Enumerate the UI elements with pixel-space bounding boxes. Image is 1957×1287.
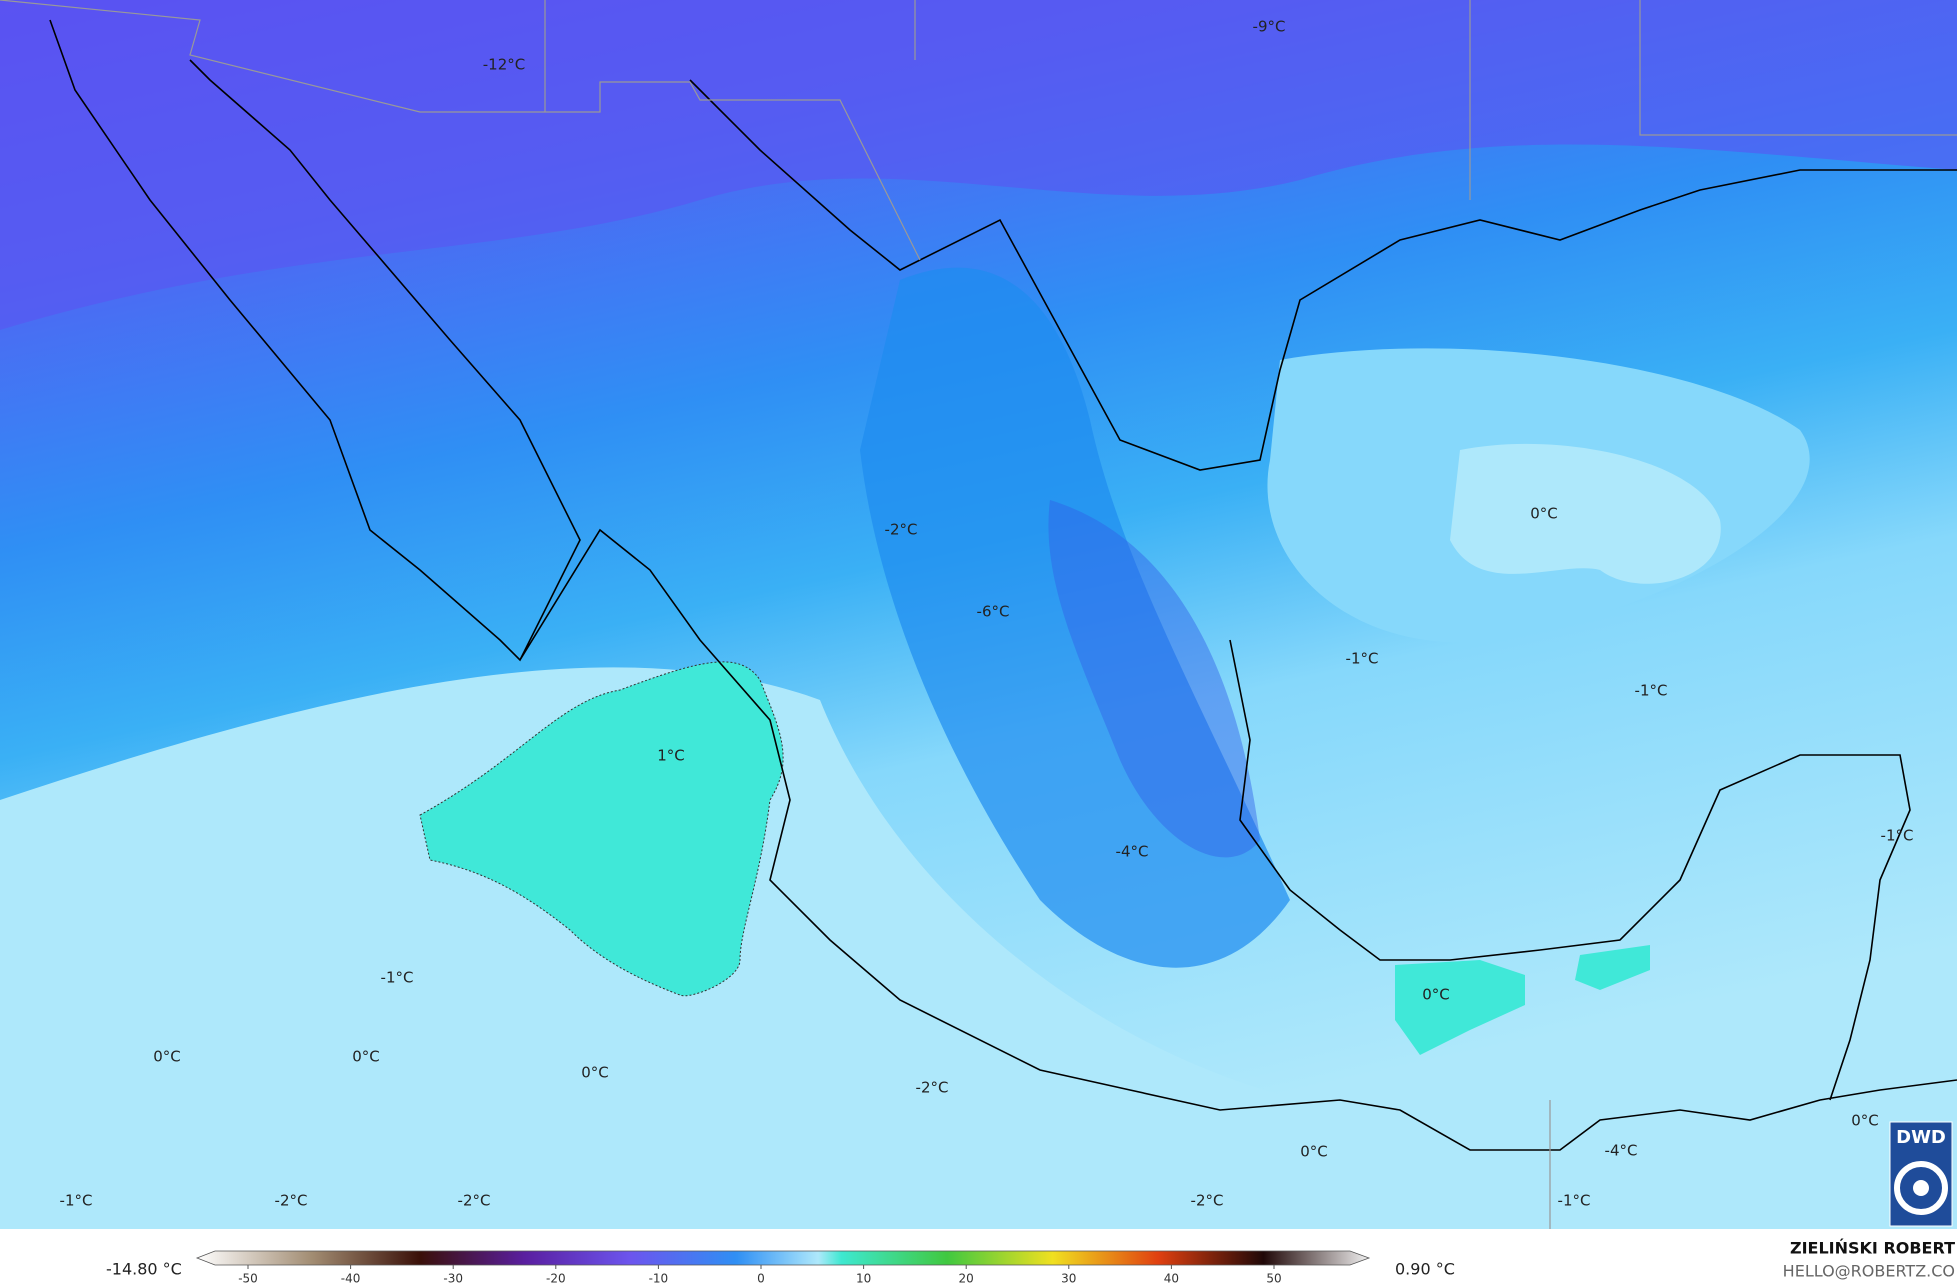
logo-text: DWD — [1896, 1127, 1946, 1148]
temperature-label: -2°C — [458, 1192, 491, 1210]
temperature-label: -6°C — [977, 603, 1010, 621]
gulf-warm-patch — [1450, 443, 1721, 584]
colorbar-tick-label: -50 — [238, 1272, 258, 1286]
temperature-label: 1°C — [657, 747, 685, 765]
temperature-label: -2°C — [916, 1079, 949, 1097]
temperature-label: 0°C — [153, 1048, 181, 1066]
temperature-label: -1°C — [1635, 682, 1668, 700]
colorbar — [195, 1250, 1371, 1266]
logo-swirl-core — [1913, 1180, 1929, 1196]
logo-swirl — [1894, 1161, 1948, 1215]
temperature-label: -1°C — [60, 1192, 93, 1210]
credit-author: ZIELIŃSKI ROBERT — [1790, 1239, 1955, 1258]
highland-core — [1048, 500, 1260, 858]
temperature-label: -1°C — [1881, 827, 1914, 845]
temperature-label: -4°C — [1116, 843, 1149, 861]
temperature-label: -1°C — [1346, 650, 1379, 668]
temperature-label: 0°C — [1851, 1112, 1879, 1130]
temperature-label: 0°C — [1530, 505, 1558, 523]
temperature-label: -2°C — [1191, 1192, 1224, 1210]
colorbar-max-label: 0.90 °C — [1395, 1260, 1455, 1279]
colorbar-min-label: -14.80 °C — [106, 1260, 182, 1279]
warm-patch-yucatan — [1575, 945, 1650, 990]
temperature-label: 0°C — [581, 1064, 609, 1082]
coastline — [49, 19, 1957, 1151]
temperature-label: -2°C — [885, 521, 918, 539]
borders — [0, 0, 1957, 1229]
temperature-label: -1°C — [381, 969, 414, 987]
temperature-label: 0°C — [1422, 986, 1450, 1004]
colorbar-tick-label: -20 — [546, 1272, 566, 1286]
cold-region — [0, 0, 1957, 330]
colorbar-tick-label: 20 — [959, 1272, 974, 1286]
warm-patch-pacific — [419, 661, 784, 997]
colorbar-ticks: -50 -40 -30 -20 -10 0 10 20 30 40 50 — [238, 1265, 1282, 1286]
credit-email: HELLO@ROBERTZ.CO — [1783, 1262, 1955, 1281]
mexico-cold-core — [860, 267, 1290, 968]
temperature-label: -12°C — [483, 56, 525, 74]
colorbar-tick-label: -30 — [443, 1272, 463, 1286]
colorbar-tick-label: 10 — [856, 1272, 871, 1286]
colorbar-tick-label: 30 — [1061, 1272, 1076, 1286]
temperature-labels: -12°C -9°C 0°C -2°C -6°C -1°C -1°C 1°C -4°C -1°C -… — [60, 18, 1914, 1210]
temperature-label: -9°C — [1253, 18, 1286, 36]
colorbar-tick-label: -10 — [649, 1272, 669, 1286]
temperature-label: 0°C — [352, 1048, 380, 1066]
colorbar-tick-label: 0 — [757, 1272, 765, 1286]
temperature-label: -4°C — [1605, 1142, 1638, 1160]
map — [0, 0, 1957, 1229]
temperature-label: 0°C — [1300, 1143, 1328, 1161]
pacific-region — [0, 667, 1600, 1229]
colorbar-tick-label: 40 — [1164, 1272, 1179, 1286]
temperature-label: -1°C — [1558, 1192, 1591, 1210]
colorbar-tick-label: -40 — [341, 1272, 361, 1286]
colorbar-tick-label: 50 — [1266, 1272, 1281, 1286]
temperature-label: -2°C — [275, 1192, 308, 1210]
warm-patch-tabasco — [1395, 960, 1525, 1055]
